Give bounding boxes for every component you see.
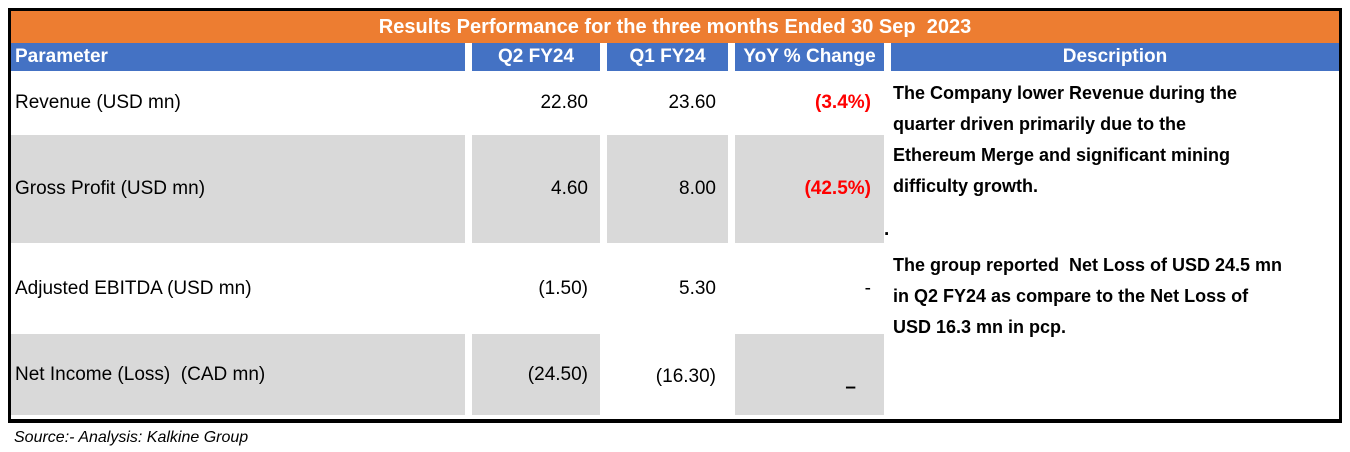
header-yoy-change: YoY % Change xyxy=(735,43,884,71)
results-table: Results Performance for the three months… xyxy=(8,8,1342,423)
description-column: The Company lower Revenue during the qua… xyxy=(884,71,1339,419)
column-gap xyxy=(728,71,735,135)
q2-value-cell: (1.50) xyxy=(472,243,600,334)
stray-period-mark: . xyxy=(884,219,890,240)
table-row-gross-profit: Gross Profit (USD mn) 4.60 8.00 (42.5%) xyxy=(11,135,884,243)
yoy-value-cell: - xyxy=(735,243,884,334)
column-gap xyxy=(728,243,735,334)
table-row-adjusted-ebitda: Adjusted EBITDA (USD mn) (1.50) 5.30 - xyxy=(11,243,884,334)
header-q1-fy24: Q1 FY24 xyxy=(607,43,728,71)
table-title: Results Performance for the three months… xyxy=(11,11,1339,43)
column-gap xyxy=(465,135,472,243)
header-q2-fy24: Q2 FY24 xyxy=(472,43,600,71)
q2-value-cell: (24.50) xyxy=(472,334,600,419)
column-gap xyxy=(465,43,472,71)
q1-value-cell: 23.60 xyxy=(607,71,728,135)
parameter-cell: Revenue (USD mn) xyxy=(11,71,465,135)
table-body: Revenue (USD mn) 22.80 23.60 (3.4%) Gros… xyxy=(11,71,1339,419)
yoy-value-cell: (42.5%) xyxy=(735,135,884,243)
column-gap xyxy=(600,71,607,135)
column-gap xyxy=(600,43,607,71)
yoy-value-cell: (3.4%) xyxy=(735,71,884,135)
header-description: Description xyxy=(891,43,1339,71)
column-gap xyxy=(728,135,735,243)
column-gap xyxy=(728,43,735,71)
column-gap xyxy=(728,334,735,419)
column-gap xyxy=(600,334,607,419)
column-gap xyxy=(465,334,472,419)
q2-value-cell: 22.80 xyxy=(472,71,600,135)
q2-value-cell: 4.60 xyxy=(472,135,600,243)
description-revenue-note: The Company lower Revenue during the qua… xyxy=(893,83,1238,196)
description-net-loss-note: The group reported Net Loss of USD 24.5 … xyxy=(893,255,1283,337)
q1-value-cell: 8.00 xyxy=(607,135,728,243)
q1-value-cell: (16.30) xyxy=(607,334,728,419)
column-gap xyxy=(465,71,472,135)
column-gap xyxy=(884,43,891,71)
column-gap xyxy=(465,243,472,334)
data-rows: Revenue (USD mn) 22.80 23.60 (3.4%) Gros… xyxy=(11,71,884,419)
yoy-value-cell: – xyxy=(735,334,884,419)
parameter-cell: Net Income (Loss) (CAD mn) xyxy=(11,334,465,419)
table-row-revenue: Revenue (USD mn) 22.80 23.60 (3.4%) xyxy=(11,71,884,135)
source-note: Source:- Analysis: Kalkine Group xyxy=(14,429,249,446)
table-header-row: Parameter Q2 FY24 Q1 FY24 YoY % Change D… xyxy=(11,43,1339,71)
header-parameter: Parameter xyxy=(11,43,465,71)
table-row-net-income: Net Income (Loss) (CAD mn) (24.50) (16.3… xyxy=(11,334,884,419)
column-gap xyxy=(600,243,607,334)
parameter-cell: Gross Profit (USD mn) xyxy=(11,135,465,243)
column-gap xyxy=(600,135,607,243)
parameter-cell: Adjusted EBITDA (USD mn) xyxy=(11,243,465,334)
q1-value-cell: 5.30 xyxy=(607,243,728,334)
